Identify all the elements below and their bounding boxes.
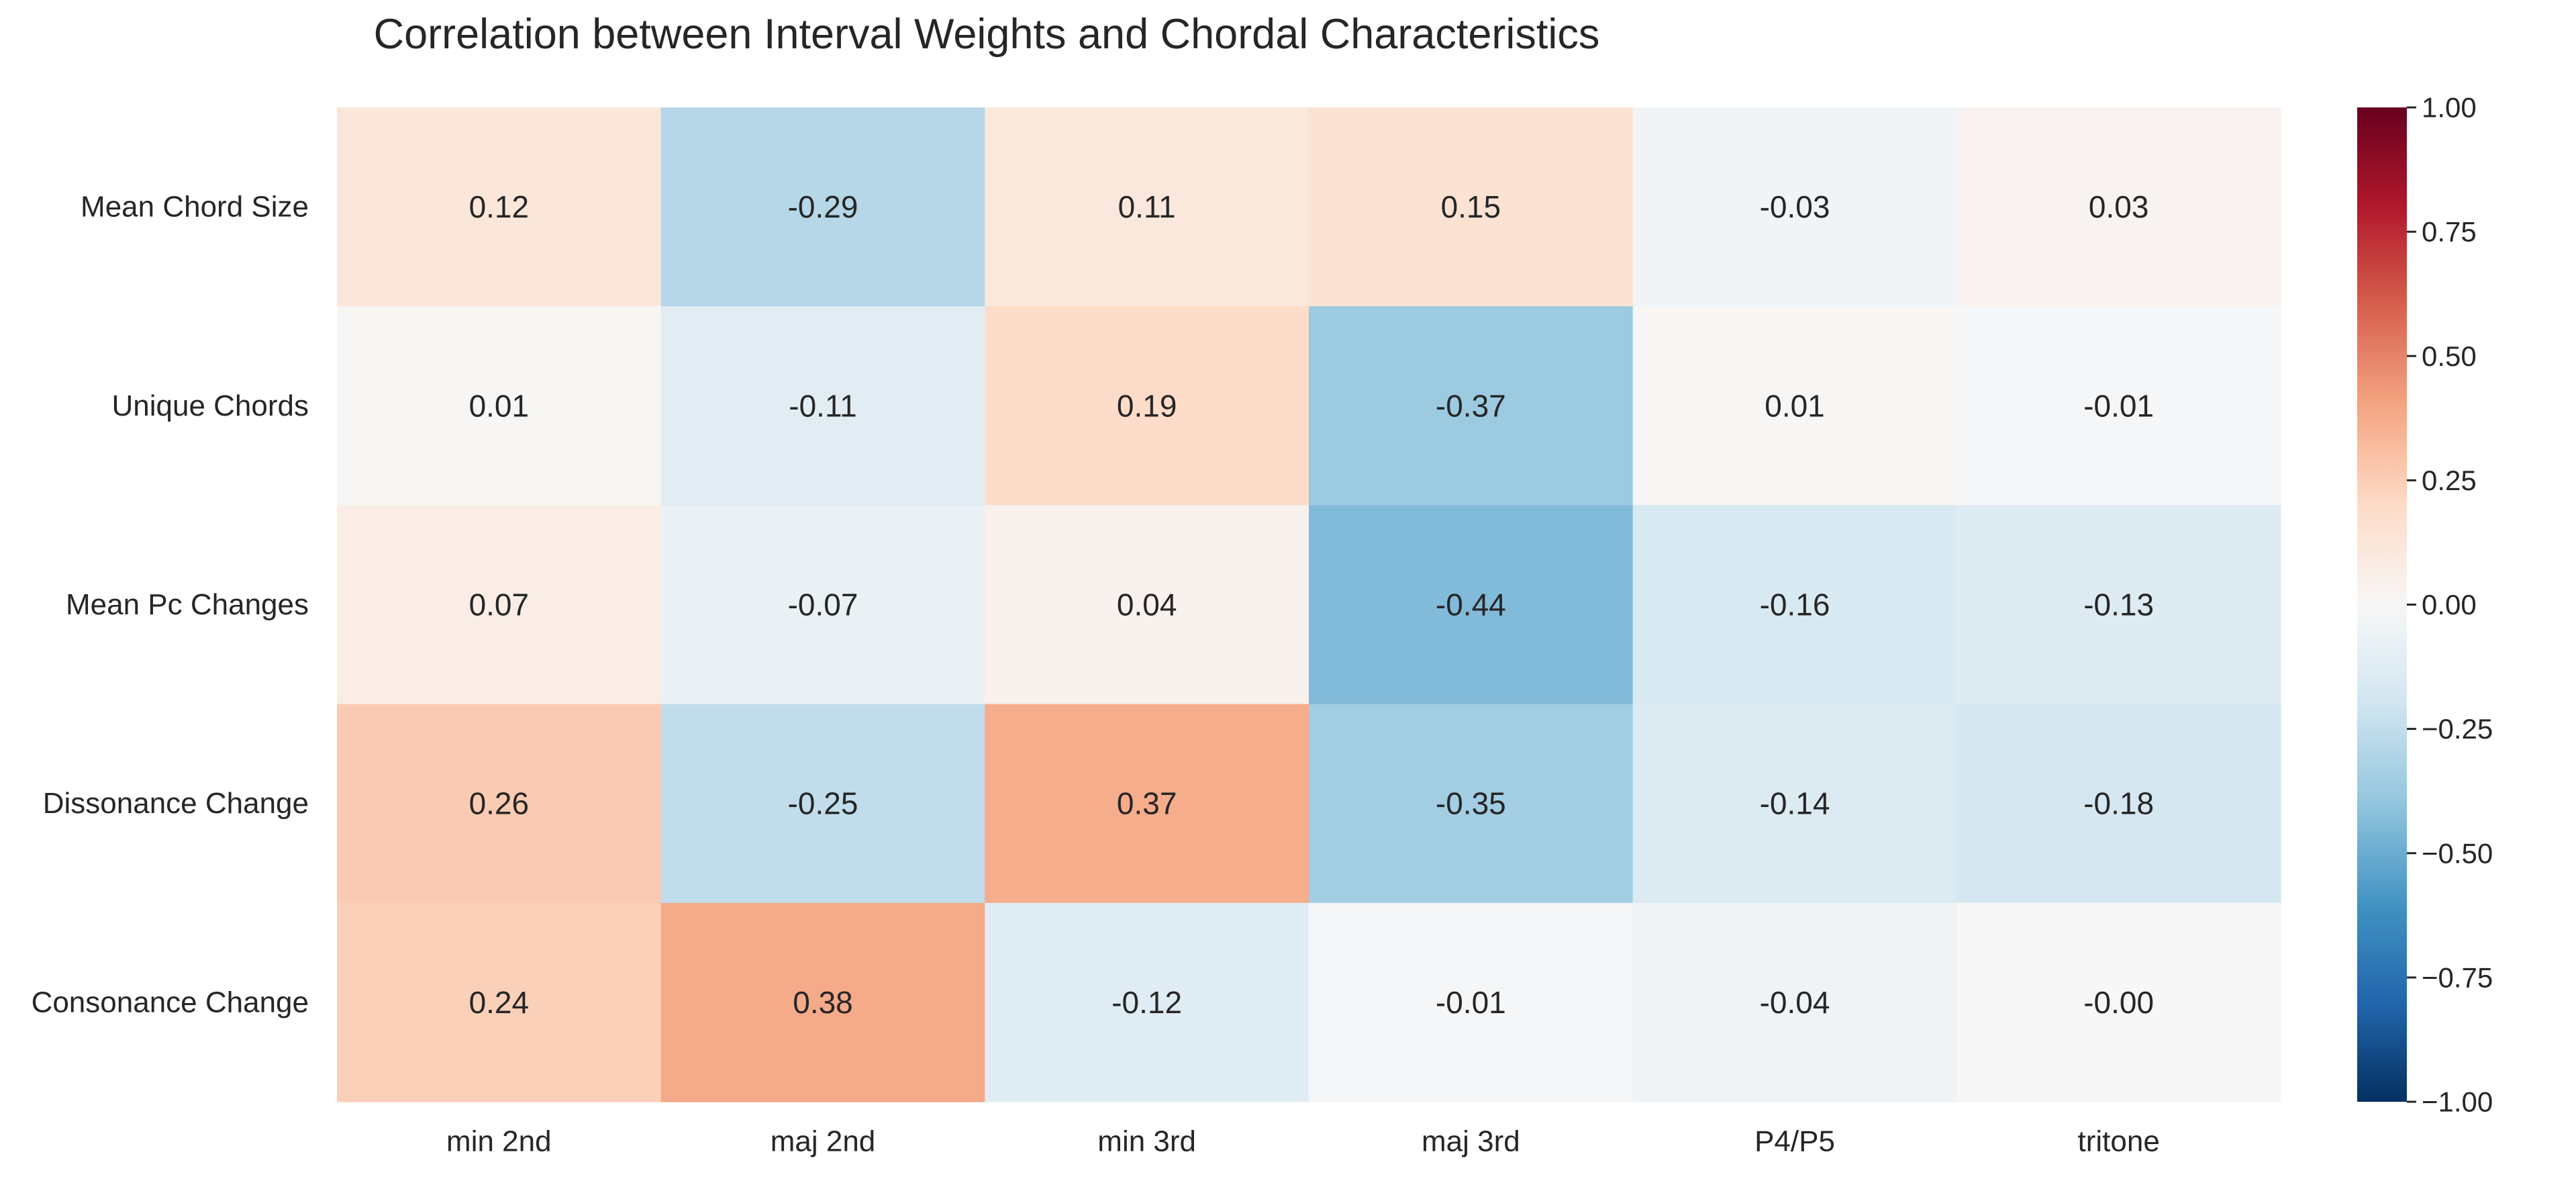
- x-tick-label: min 2nd: [446, 1125, 552, 1158]
- colorbar-tick-label: −0.25: [2422, 713, 2493, 745]
- colorbar-tick-label: −0.50: [2422, 837, 2493, 869]
- cell-value-label: -0.29: [788, 189, 858, 224]
- heatmap-cell: [1632, 107, 1957, 307]
- heatmap-cell: [1956, 306, 2281, 506]
- colorbar: 1.00 0.75 0.50 0.25 0.00 −0.25 −0.50 −0.75 −1.00: [2357, 92, 2493, 1118]
- colorbar-tick-label: 0.25: [2422, 465, 2477, 496]
- x-tick-label: P4/P5: [1754, 1125, 1835, 1158]
- cell-value-label: -0.12: [1111, 985, 1182, 1020]
- cell-value-label: 0.01: [1765, 388, 1825, 423]
- cell-value-label: -0.16: [1760, 587, 1830, 622]
- cell-value-label: -0.01: [2083, 388, 2154, 423]
- cell-value-label: 0.03: [2089, 189, 2149, 224]
- cell-value-label: 0.19: [1117, 388, 1177, 423]
- cell-value-label: -0.03: [1760, 189, 1830, 224]
- cell-value-label: 0.38: [793, 985, 853, 1020]
- cell-value-label: -0.04: [1760, 985, 1830, 1020]
- heatmap-cell: [985, 306, 1309, 506]
- heatmap-cell: [337, 306, 662, 506]
- colorbar-tick-label: 0.75: [2422, 216, 2477, 248]
- heatmap-cell: [1956, 505, 2281, 705]
- heatmap-cell: [337, 505, 662, 705]
- cell-value-label: 0.15: [1441, 189, 1501, 224]
- heatmap-cells: 0.12 -0.29 0.11 0.15 -0.03 0.03 0.01 -0.11 0.19 -…: [337, 107, 2281, 1102]
- heatmap-cell: [1632, 505, 1957, 705]
- y-tick-label: Consonance Change: [32, 986, 309, 1019]
- x-tick-label: min 3rd: [1097, 1125, 1196, 1158]
- cell-value-label: -0.18: [2083, 786, 2154, 821]
- y-tick-label: Unique Chords: [112, 389, 309, 422]
- colorbar-tick-label: −0.75: [2422, 961, 2493, 993]
- colorbar-tick-label: 0.50: [2422, 340, 2477, 372]
- heatmap-cell: [660, 107, 985, 307]
- heatmap-cell: [337, 902, 662, 1102]
- cell-value-label: 0.07: [469, 587, 530, 622]
- cell-value-label: 0.12: [469, 189, 530, 224]
- heatmap-cell: [985, 107, 1309, 307]
- x-tick-label: maj 2nd: [771, 1125, 876, 1158]
- cell-value-label: -0.35: [1436, 786, 1506, 821]
- cell-value-label: 0.26: [469, 786, 530, 821]
- heatmap-cell: [660, 704, 985, 904]
- heatmap-cell: [337, 107, 662, 307]
- heatmap-cell: [1309, 505, 1634, 705]
- heatmap-cell: [1956, 902, 2281, 1102]
- heatmap-cell: [1632, 902, 1957, 1102]
- cell-value-label: -0.37: [1436, 388, 1506, 423]
- heatmap-cell: [1309, 306, 1634, 506]
- cell-value-label: -0.25: [788, 786, 858, 821]
- colorbar-tick-label: −1.00: [2422, 1086, 2493, 1118]
- colorbar-tick-label: 0.00: [2422, 589, 2477, 620]
- cell-value-label: 0.37: [1117, 786, 1177, 821]
- heatmap-cell: [1309, 107, 1634, 307]
- heatmap-cell: [660, 306, 985, 506]
- cell-value-label: 0.24: [469, 985, 530, 1020]
- cell-value-label: -0.14: [1760, 786, 1830, 821]
- chart-title: Correlation between Interval Weights and…: [374, 11, 1600, 58]
- heatmap-cell: [985, 902, 1309, 1102]
- heatmap-cell: [660, 902, 985, 1102]
- colorbar-gradient: [2357, 107, 2407, 1102]
- heatmap-cell: [337, 704, 662, 904]
- y-tick-label: Dissonance Change: [43, 787, 309, 820]
- cell-value-label: 0.04: [1117, 587, 1177, 622]
- cell-value-label: 0.01: [469, 388, 530, 423]
- heatmap-cell: [985, 505, 1309, 705]
- heatmap-cell: [1956, 107, 2281, 307]
- x-tick-label: maj 3rd: [1422, 1125, 1520, 1158]
- heatmap-cell: [660, 505, 985, 705]
- cell-value-label: -0.11: [789, 388, 856, 423]
- x-axis-labels: min 2nd maj 2nd min 3rd maj 3rd P4/P5 tritone: [446, 1125, 2160, 1158]
- heatmap-cell: [1956, 704, 2281, 904]
- cell-value-label: -0.01: [1436, 985, 1506, 1020]
- cell-value-label: -0.44: [1436, 587, 1506, 622]
- cell-value-label: -0.07: [788, 587, 858, 622]
- x-tick-label: tritone: [2078, 1125, 2160, 1158]
- heatmap-cell: [1632, 704, 1957, 904]
- heatmap-cell: [985, 704, 1309, 904]
- cell-value-label: -0.00: [2083, 985, 2154, 1020]
- y-tick-label: Mean Chord Size: [81, 191, 309, 224]
- cell-value-label: 0.11: [1118, 189, 1176, 224]
- y-tick-label: Mean Pc Changes: [66, 588, 309, 621]
- y-axis-labels: Mean Chord Size Unique Chords Mean Pc Chan…: [32, 191, 309, 1019]
- heatmap-cell: [1309, 902, 1634, 1102]
- heatmap-cell: [1309, 704, 1634, 904]
- cell-value-label: -0.13: [2083, 587, 2154, 622]
- heatmap-cell: [1632, 306, 1957, 506]
- colorbar-tick-label: 1.00: [2422, 92, 2477, 124]
